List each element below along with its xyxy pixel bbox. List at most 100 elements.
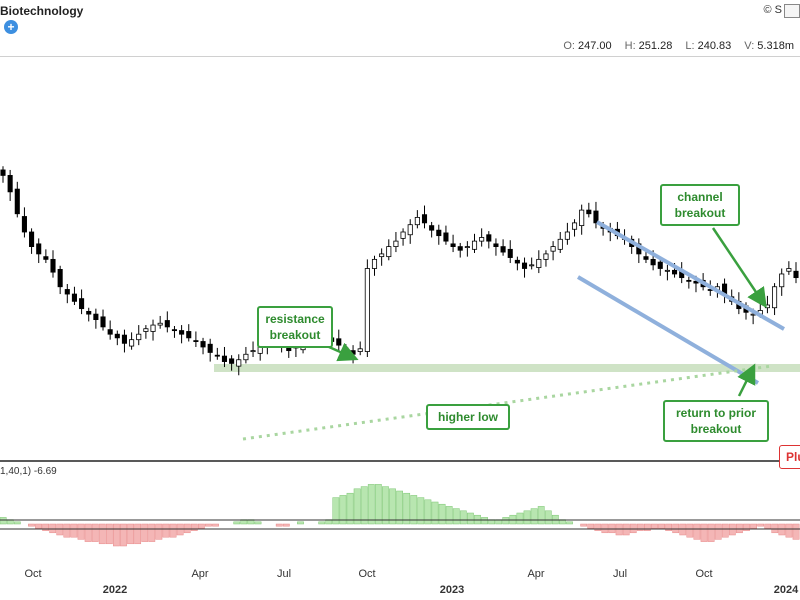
histogram-bar bbox=[105, 523, 113, 545]
histogram-bar bbox=[77, 523, 85, 540]
histogram-bar bbox=[205, 523, 212, 527]
histogram-bar bbox=[792, 523, 800, 540]
histogram-bar bbox=[658, 523, 665, 529]
histogram-bar bbox=[417, 497, 425, 525]
candle-body bbox=[421, 214, 428, 224]
histogram-bar bbox=[113, 523, 120, 547]
histogram-bar bbox=[403, 492, 411, 525]
candle-body bbox=[157, 322, 163, 326]
candle-body bbox=[579, 209, 585, 227]
candle-body bbox=[7, 175, 13, 193]
copyright-text: © S bbox=[763, 4, 783, 16]
histogram-bar bbox=[197, 523, 205, 529]
candle-body bbox=[693, 280, 699, 284]
histogram-bar bbox=[183, 523, 191, 534]
histogram-bar bbox=[530, 508, 538, 525]
candle-body bbox=[29, 231, 35, 247]
candle-body bbox=[429, 225, 435, 231]
candle-body bbox=[457, 246, 463, 251]
candle-body bbox=[193, 340, 199, 342]
histogram-bar bbox=[212, 523, 219, 527]
x-tick-apr-2022: Apr bbox=[191, 568, 209, 580]
histogram-bar bbox=[98, 523, 106, 545]
candle-body bbox=[171, 329, 178, 332]
plus-badge[interactable]: Plu bbox=[779, 445, 800, 469]
histogram-bar bbox=[141, 523, 149, 542]
indicator-histogram bbox=[0, 484, 800, 547]
histogram-bar bbox=[155, 523, 163, 540]
histogram-bar bbox=[169, 523, 177, 538]
candle-body bbox=[471, 240, 478, 250]
candle-body bbox=[350, 350, 356, 355]
candle-body bbox=[186, 331, 192, 339]
histogram-bar bbox=[70, 523, 78, 538]
candle-body bbox=[486, 234, 492, 242]
histogram-bar bbox=[91, 523, 99, 542]
candle-body bbox=[71, 293, 77, 302]
indicator-label: 1,40,1) -6.69 bbox=[0, 466, 57, 477]
price-chart[interactable] bbox=[0, 56, 800, 462]
histogram-bar bbox=[764, 523, 772, 529]
volume-value: 5.318m bbox=[757, 40, 794, 52]
candle-body bbox=[214, 354, 220, 357]
candle-body bbox=[586, 209, 592, 215]
histogram-bar bbox=[566, 521, 573, 525]
candle-body bbox=[393, 240, 399, 247]
candle-body bbox=[43, 256, 49, 260]
histogram-bar bbox=[785, 523, 793, 538]
histogram-bar bbox=[410, 495, 418, 525]
open-value: 247.00 bbox=[577, 40, 612, 52]
histogram-bar bbox=[544, 510, 552, 525]
histogram-bar bbox=[608, 523, 616, 534]
x-tick-jul-2023: Jul bbox=[612, 568, 628, 580]
candle-body bbox=[686, 279, 692, 282]
histogram-bar bbox=[120, 523, 127, 547]
candle-body bbox=[536, 258, 542, 268]
candle-body bbox=[57, 269, 63, 288]
open-key: O: bbox=[563, 40, 575, 52]
histogram-bar bbox=[467, 512, 474, 525]
histogram-bar bbox=[636, 523, 644, 531]
candle-body bbox=[657, 261, 663, 269]
high-key: H: bbox=[624, 40, 636, 52]
candle-body bbox=[564, 231, 570, 240]
histogram-bar bbox=[254, 521, 262, 525]
candle-body bbox=[379, 253, 385, 258]
export-icon[interactable] bbox=[784, 4, 800, 18]
support-zone bbox=[214, 364, 800, 372]
channel-lower-line bbox=[576, 275, 760, 385]
histogram-bar bbox=[594, 523, 602, 531]
candle-body bbox=[543, 253, 549, 260]
candle-body bbox=[521, 262, 528, 269]
candle-body bbox=[450, 243, 456, 248]
candle-body bbox=[336, 338, 342, 346]
candle-body bbox=[557, 238, 563, 250]
candle-body bbox=[357, 348, 363, 352]
channel-breakout-note: channel breakout bbox=[660, 184, 740, 226]
add-icon[interactable]: + bbox=[4, 20, 18, 34]
histogram-bar bbox=[452, 508, 460, 525]
histogram-bar bbox=[523, 510, 531, 525]
histogram-bar bbox=[714, 523, 722, 540]
higher-low-note: higher low bbox=[426, 404, 510, 430]
histogram-bar bbox=[233, 521, 241, 525]
candle-body bbox=[772, 286, 778, 309]
candle-body bbox=[550, 246, 556, 252]
candle-body bbox=[64, 289, 70, 295]
histogram-bar bbox=[629, 523, 637, 534]
candle-body bbox=[150, 324, 156, 332]
histogram-bar bbox=[431, 501, 439, 525]
histogram-bar bbox=[665, 523, 673, 531]
chart-header: Biotechnology + © S O: 247.00 H: 251.28 L:… bbox=[0, 0, 800, 57]
histogram-bar bbox=[445, 506, 453, 525]
histogram-bar bbox=[396, 490, 403, 525]
histogram-bar bbox=[367, 484, 375, 525]
candle-body bbox=[250, 350, 256, 353]
candle-body bbox=[343, 347, 349, 352]
histogram-bar bbox=[190, 523, 198, 531]
histogram-bar bbox=[346, 492, 354, 525]
histogram-bar bbox=[736, 523, 743, 534]
histogram-bar bbox=[516, 512, 524, 525]
candle-body bbox=[14, 188, 20, 215]
candle-body bbox=[100, 316, 106, 328]
